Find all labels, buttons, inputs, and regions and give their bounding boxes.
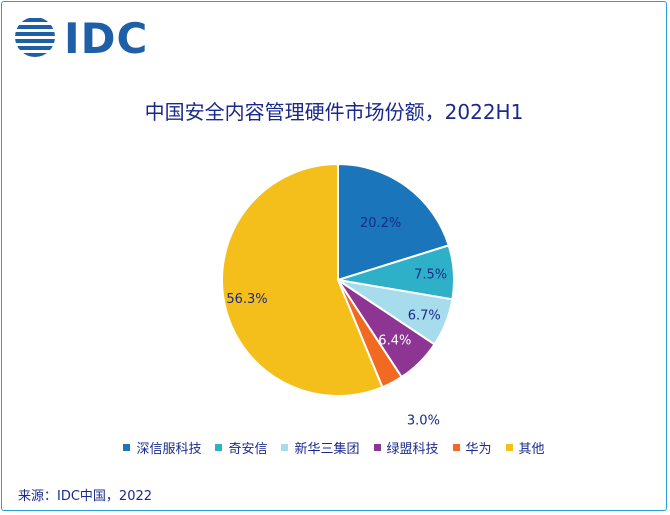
legend-item-5: 华为 [452,438,492,457]
legend-item-1: 深信服科技 [123,438,201,457]
legend-item-4: 绿盟科技 [373,438,439,457]
legend-swatch [452,444,460,451]
legend-item-2: 奇安信 [215,438,267,457]
chart-title: 中国安全内容管理硬件市场份额，2022H1 [144,100,524,124]
globe-icon [15,18,55,57]
pie-slice-1 [337,162,450,282]
legend-item-3: 新华三集团 [281,438,360,457]
legend-label: 华为 [465,442,492,457]
legend-label: 其他 [518,442,545,457]
legend-label: 绿盟科技 [386,442,439,457]
legend-label: 奇安信 [228,442,268,457]
legend-label: 新华三集团 [294,442,360,457]
legend-swatch [505,444,513,451]
legend-swatch [123,444,131,451]
legend-label: 深信服科技 [136,442,202,457]
pie-slice-6 [221,162,384,397]
slice-label-6: 56.3% [226,292,267,307]
pie-chart: 20.2% 7.5% 6.7% 6.4% 3.0% 56.3% [221,162,455,428]
legend-swatch [373,444,381,451]
slice-label-2: 7.5% [414,268,447,283]
source-note: 来源：IDC中国，2022 [18,489,153,504]
idc-logo: IDC [12,14,172,64]
legend: 深信服科技 奇安信 新华三集团 绿盟科技 华为 其他 [2,438,666,457]
slice-label-4: 6.4% [378,333,411,348]
legend-item-6: 其他 [505,438,545,457]
slice-label-1: 20.2% [360,216,401,231]
legend-swatch [215,444,223,451]
logo-text: IDC [64,14,149,63]
legend-swatch [281,444,289,451]
slice-label-5: 3.0% [407,413,440,428]
slice-label-3: 6.7% [408,308,441,323]
